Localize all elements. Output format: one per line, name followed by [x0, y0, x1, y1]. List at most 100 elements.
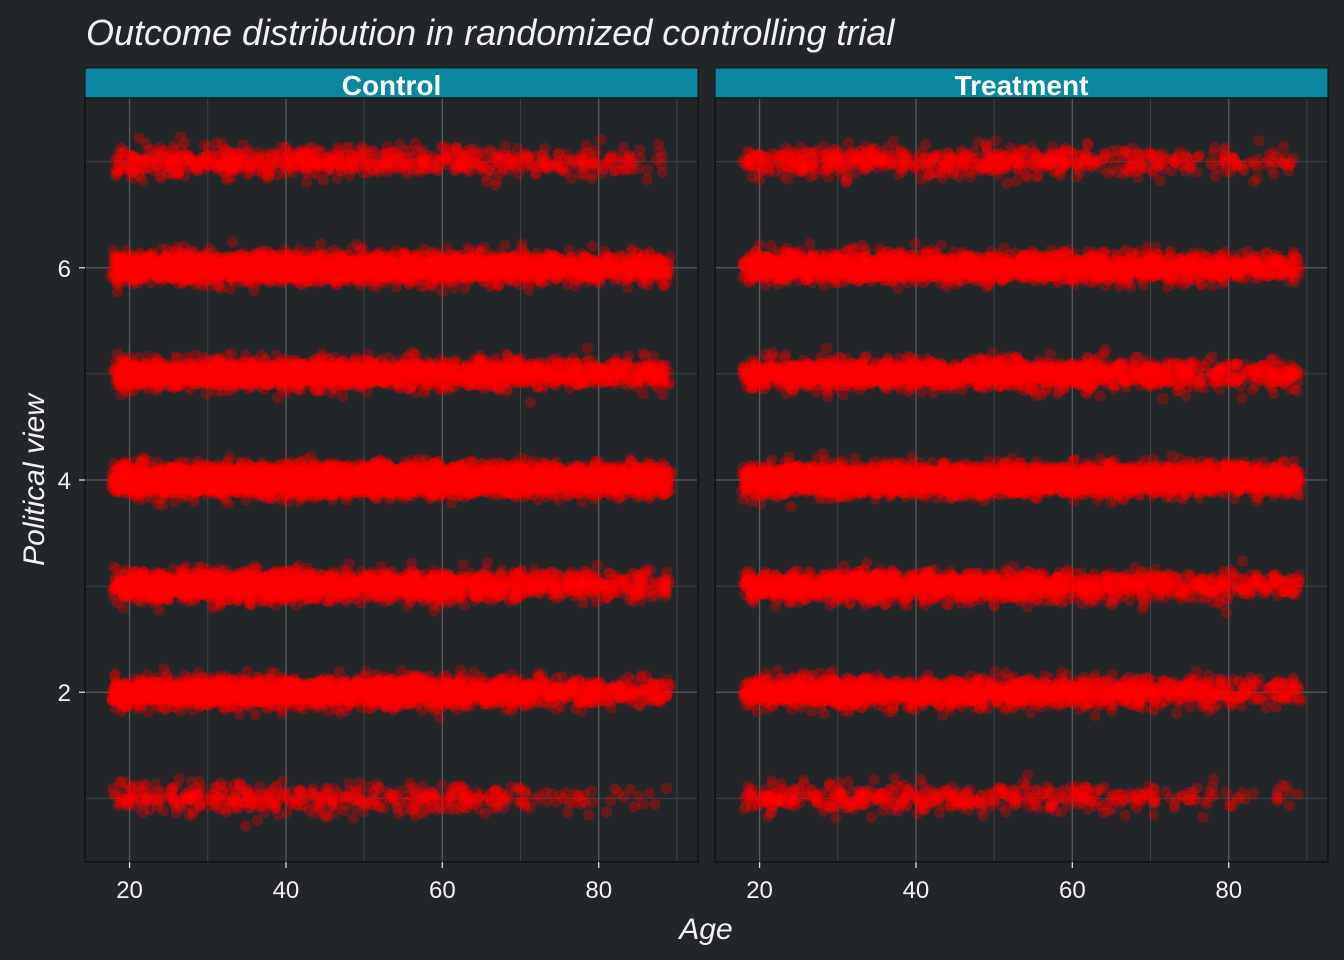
data-point	[409, 799, 421, 811]
data-point	[491, 798, 503, 810]
data-point	[427, 789, 439, 801]
data-point	[456, 784, 468, 797]
data-point	[614, 692, 627, 705]
data-point	[291, 790, 303, 803]
data-point	[129, 779, 141, 792]
data-point	[546, 787, 558, 800]
data-point	[251, 814, 263, 826]
data-point	[153, 604, 165, 616]
data-point	[133, 674, 145, 686]
data-point	[242, 784, 254, 796]
data-point	[244, 701, 256, 713]
data-point	[285, 798, 298, 810]
data-point	[605, 795, 617, 807]
data-point	[133, 786, 145, 798]
data-point	[226, 795, 238, 807]
data-point	[285, 696, 297, 708]
data-point	[459, 802, 471, 814]
data-point	[661, 689, 673, 701]
data-point	[206, 682, 218, 694]
data-point	[320, 782, 332, 794]
data-point	[240, 820, 252, 832]
data-point	[324, 800, 336, 812]
facet-control: Control	[84, 67, 699, 863]
data-point	[326, 676, 338, 688]
data-point	[618, 791, 630, 804]
data-point	[350, 786, 362, 799]
data-point	[184, 793, 196, 805]
data-point	[436, 779, 448, 792]
data-point	[488, 785, 500, 797]
data-point	[193, 667, 205, 679]
data-point	[513, 781, 525, 794]
data-point	[510, 784, 522, 797]
data-point	[139, 778, 151, 790]
data-point	[628, 800, 640, 813]
data-point	[195, 781, 207, 793]
data-point	[216, 787, 228, 799]
data-point	[319, 786, 331, 798]
data-point	[126, 792, 139, 804]
data-point	[373, 782, 385, 794]
data-point	[571, 790, 583, 803]
data-point	[407, 687, 419, 700]
data-point	[447, 687, 460, 700]
data-point	[281, 806, 293, 819]
data-point	[194, 799, 206, 811]
data-point	[126, 791, 138, 803]
data-point	[416, 793, 428, 805]
data-point	[455, 793, 467, 805]
data-point	[209, 789, 221, 801]
data-point	[470, 786, 482, 798]
data-point	[269, 801, 281, 813]
data-point	[166, 791, 178, 803]
data-point	[181, 798, 193, 810]
data-point	[299, 699, 311, 711]
data-point	[325, 794, 337, 807]
data-point	[445, 798, 458, 810]
data-point	[392, 701, 405, 713]
data-point	[137, 806, 149, 819]
data-point	[230, 798, 242, 810]
data-point	[152, 694, 165, 706]
data-point	[213, 803, 225, 815]
data-point	[430, 792, 442, 804]
data-point	[591, 559, 603, 572]
data-point	[226, 686, 238, 698]
data-point	[422, 687, 434, 699]
data-point	[295, 787, 307, 799]
data-point	[459, 791, 471, 803]
data-point	[215, 777, 227, 789]
data-point	[628, 690, 640, 702]
data-point	[230, 785, 242, 797]
data-point	[419, 787, 431, 800]
data-point	[191, 789, 203, 802]
data-point	[624, 783, 636, 795]
data-point	[325, 791, 338, 803]
data-point	[187, 805, 199, 817]
data-point	[308, 782, 320, 795]
data-point	[258, 788, 270, 800]
data-point	[170, 801, 182, 813]
data-point	[319, 793, 331, 805]
data-point	[266, 800, 278, 812]
data-point	[140, 780, 152, 792]
data-point	[165, 782, 177, 795]
data-point	[121, 793, 133, 806]
data-point	[420, 791, 432, 803]
data-point	[639, 567, 652, 579]
data-point	[180, 793, 193, 805]
data-point	[541, 795, 553, 807]
data-point	[344, 785, 356, 797]
data-point	[232, 803, 244, 815]
data-point	[643, 787, 655, 799]
data-point	[268, 802, 281, 815]
data-point	[603, 693, 615, 705]
data-point	[587, 796, 599, 808]
data-point	[555, 701, 567, 713]
data-point	[518, 682, 530, 694]
data-point	[462, 796, 474, 808]
data-point	[190, 789, 202, 801]
data-point	[214, 780, 226, 792]
data-point	[434, 801, 446, 813]
